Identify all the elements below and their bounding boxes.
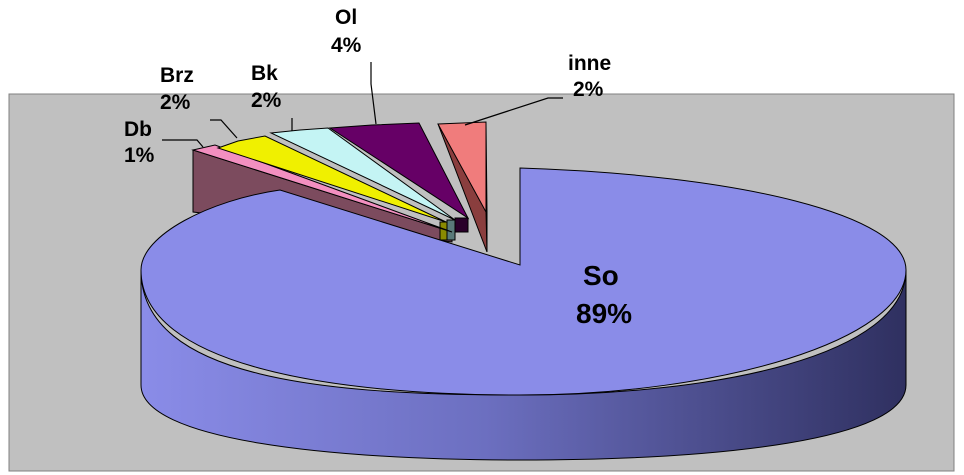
slice-bk	[269, 127, 456, 221]
slice-side-ol	[454, 217, 469, 233]
slice-inne	[437, 121, 487, 213]
label-ol-value: 4%	[331, 34, 362, 57]
slice-brz	[216, 135, 447, 223]
leader-brz	[210, 119, 238, 139]
label-db-value: 1%	[124, 144, 155, 167]
label-so-name: So	[583, 260, 619, 291]
pie-slices	[140, 121, 907, 461]
data-labels: Db 1% Brz 2% Bk 2% Ol 4% inne 2% So 89%	[124, 6, 632, 329]
label-inne-name: inne	[568, 52, 611, 75]
leader-lines	[162, 62, 563, 148]
label-so-value: 89%	[576, 298, 632, 329]
label-bk-name: Bk	[251, 62, 278, 85]
slice-side-brz	[439, 221, 448, 241]
label-brz-value: 2%	[160, 91, 191, 114]
label-db-name: Db	[124, 118, 152, 141]
slice-db	[191, 144, 453, 233]
slice-ol	[328, 122, 470, 220]
label-ol-name: Ol	[335, 6, 357, 29]
label-bk-value: 2%	[251, 89, 282, 112]
slice-so	[140, 167, 907, 396]
label-brz-name: Brz	[160, 64, 194, 87]
label-inne-value: 2%	[573, 78, 604, 101]
leader-inne	[464, 97, 563, 126]
slice-side-bk	[446, 219, 456, 241]
leader-ol	[370, 62, 377, 125]
leader-db	[162, 139, 204, 148]
